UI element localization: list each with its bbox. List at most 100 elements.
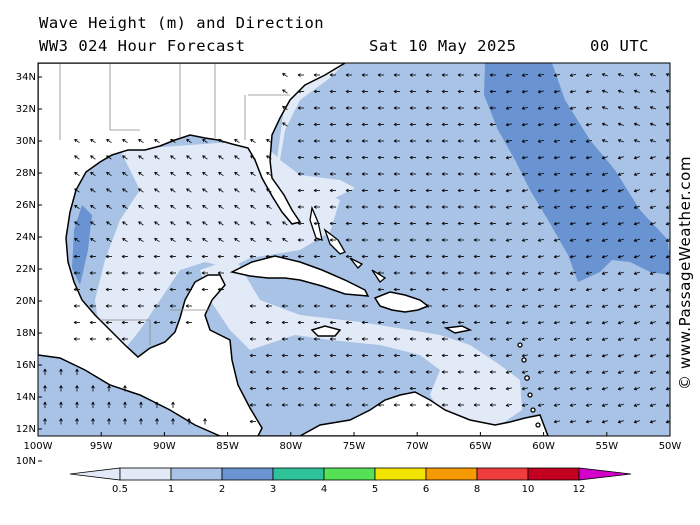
wave-arrow — [441, 287, 448, 292]
lat-tick-label: 30N — [16, 136, 36, 147]
wave-arrow — [425, 370, 432, 374]
wave-arrow — [505, 106, 513, 110]
wave-arrow — [585, 106, 593, 110]
wave-arrow — [186, 171, 192, 177]
wave-arrow — [649, 320, 656, 325]
wave-arrow — [665, 172, 670, 176]
wave-arrow — [121, 287, 128, 292]
wave-arrow — [537, 337, 545, 341]
wave-arrow — [123, 418, 127, 425]
wave-arrow — [250, 221, 256, 226]
wave-arrow — [409, 89, 416, 94]
legend-swatch — [170, 467, 223, 481]
wave-arrow — [409, 353, 416, 358]
lat-tick-label: 12N — [16, 424, 36, 435]
wave-arrow — [217, 271, 224, 275]
calm-east-coast-area — [275, 63, 355, 198]
wave-arrow — [234, 221, 240, 226]
wave-arrow — [489, 89, 496, 94]
wave-arrow — [155, 418, 159, 425]
wave-arrow — [665, 238, 670, 242]
wave-arrow — [537, 122, 545, 127]
wave-arrow — [185, 271, 192, 275]
wave-arrow — [601, 188, 608, 193]
wave-arrow — [393, 254, 400, 259]
wave-arrow — [153, 271, 160, 275]
wave-arrow — [170, 188, 176, 193]
wave-arrow — [345, 188, 352, 193]
wave-arrow — [617, 205, 624, 209]
wave-arrow — [441, 89, 448, 94]
wave-arrow — [59, 418, 63, 425]
lon-tick-label: 85W — [216, 441, 239, 452]
wave-arrow — [409, 221, 416, 226]
wave-arrow — [553, 122, 561, 127]
wave-arrow — [107, 418, 111, 425]
wave-arrow — [601, 205, 608, 209]
wave-arrow — [425, 139, 432, 143]
wave-arrow — [633, 89, 640, 93]
wave-arrow — [186, 204, 192, 210]
wave-arrow — [329, 337, 336, 341]
wave-arrow — [250, 155, 256, 160]
wave-arrow — [73, 320, 80, 325]
wave-arrow — [265, 353, 272, 358]
wave-arrow — [425, 304, 432, 308]
wave-arrow — [345, 122, 352, 127]
wave-arrow — [473, 353, 480, 358]
wave-arrow — [569, 353, 577, 358]
wave-arrow — [457, 254, 464, 259]
wave-arrow — [234, 188, 240, 193]
wave-arrow — [107, 401, 111, 408]
wave-arrow — [457, 386, 464, 391]
wave-arrow — [377, 238, 384, 242]
wave-arrow — [649, 304, 656, 308]
wave-arrow — [43, 418, 47, 425]
wave-arrow — [537, 403, 545, 407]
wave-arrow — [329, 89, 336, 94]
wave-arrow — [457, 370, 464, 374]
wave-arrow — [74, 171, 80, 177]
wave-arrow — [617, 221, 624, 226]
wave-arrow — [90, 155, 96, 160]
legend-tick-label: 5 — [372, 484, 378, 495]
wave-arrow — [138, 171, 144, 177]
wave-arrow — [521, 287, 529, 292]
forecast-date: Sat 10 May 2025 — [369, 37, 517, 55]
wave-arrow — [457, 337, 464, 341]
wave-arrow — [186, 155, 192, 160]
wave-arrow — [537, 238, 545, 242]
wave-arrow — [665, 419, 670, 424]
wave-arrow — [665, 370, 670, 374]
wave-arrow — [393, 205, 400, 209]
wave-arrow — [441, 188, 448, 193]
wave-height-legend: 0.5 1 2 3 4 5 6 8 10 12 — [69, 467, 632, 495]
wave-arrow — [74, 188, 80, 193]
wave-arrow — [122, 237, 128, 243]
wave-arrow — [553, 403, 561, 407]
wave-arrow — [361, 238, 368, 242]
wave-arrow — [329, 320, 336, 325]
wave-arrow — [106, 138, 112, 144]
wave-arrow — [601, 386, 608, 391]
wave-arrow — [457, 221, 464, 226]
wave-arrow — [617, 353, 624, 358]
legend-swatch — [221, 467, 274, 481]
wave-arrow — [505, 271, 513, 275]
wave-arrow — [137, 304, 144, 308]
wave-arrow — [553, 73, 561, 77]
wave-arrow — [123, 401, 127, 408]
wave-arrow — [138, 155, 144, 160]
wave-arrow — [377, 89, 384, 94]
wave-arrow — [617, 287, 624, 292]
wave-arrow — [282, 237, 288, 243]
wave-arrow — [537, 106, 545, 110]
wave-arrow — [313, 337, 320, 341]
wave-arrow — [170, 138, 176, 144]
wave-arrow — [473, 337, 480, 341]
wave-arrow — [281, 254, 288, 259]
wave-arrow — [202, 138, 208, 144]
wave-arrow — [553, 271, 561, 275]
wave-arrow — [505, 370, 513, 374]
wave-arrow — [585, 403, 593, 407]
